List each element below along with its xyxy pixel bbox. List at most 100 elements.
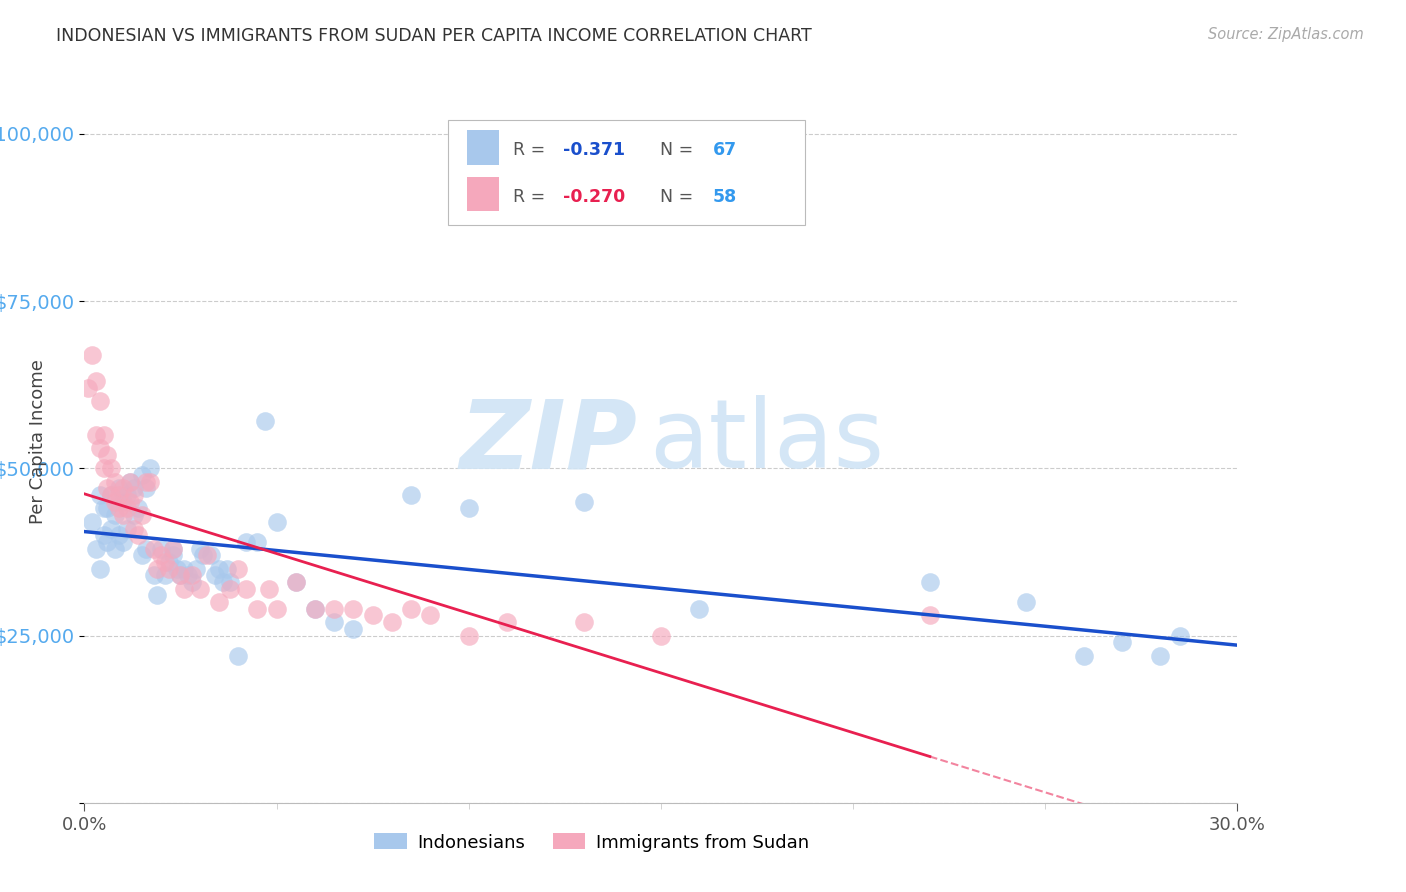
Point bbox=[111, 534, 134, 549]
Text: R =: R = bbox=[513, 188, 551, 206]
Point bbox=[131, 548, 153, 563]
Point bbox=[688, 602, 710, 616]
Point bbox=[572, 615, 595, 630]
Point bbox=[100, 521, 122, 535]
Point bbox=[127, 528, 149, 542]
Point bbox=[162, 548, 184, 563]
Point bbox=[111, 494, 134, 508]
Point bbox=[150, 548, 173, 563]
Point bbox=[104, 508, 127, 523]
Point bbox=[84, 375, 107, 389]
Legend: Indonesians, Immigrants from Sudan: Indonesians, Immigrants from Sudan bbox=[367, 826, 817, 859]
Point bbox=[184, 562, 207, 576]
Point bbox=[96, 448, 118, 462]
Point bbox=[253, 414, 276, 428]
Point bbox=[153, 568, 176, 582]
Point bbox=[84, 541, 107, 556]
Point bbox=[1111, 635, 1133, 649]
Text: N =: N = bbox=[650, 188, 699, 206]
Point bbox=[381, 615, 404, 630]
Point bbox=[124, 508, 146, 523]
Point bbox=[124, 488, 146, 502]
Point bbox=[226, 648, 249, 663]
Point bbox=[496, 615, 519, 630]
Point bbox=[193, 548, 215, 563]
FancyBboxPatch shape bbox=[467, 130, 499, 165]
Point bbox=[266, 515, 288, 529]
Point bbox=[115, 501, 138, 516]
Point bbox=[138, 475, 160, 489]
Point bbox=[138, 461, 160, 475]
Point bbox=[104, 494, 127, 508]
Point bbox=[108, 482, 131, 496]
Point bbox=[342, 602, 364, 616]
Point bbox=[181, 568, 204, 582]
Point bbox=[127, 501, 149, 516]
Point bbox=[177, 568, 200, 582]
Point bbox=[219, 582, 242, 596]
Point bbox=[457, 501, 479, 516]
Point bbox=[142, 568, 165, 582]
Point bbox=[108, 488, 131, 502]
Point bbox=[211, 575, 233, 590]
Point bbox=[284, 575, 307, 590]
Point bbox=[246, 534, 269, 549]
Point bbox=[96, 534, 118, 549]
Point bbox=[89, 562, 111, 576]
Point bbox=[457, 628, 479, 642]
Text: Source: ZipAtlas.com: Source: ZipAtlas.com bbox=[1208, 27, 1364, 42]
Point bbox=[918, 608, 941, 623]
Point bbox=[153, 555, 176, 569]
Point bbox=[89, 441, 111, 455]
Point bbox=[146, 589, 169, 603]
Point bbox=[169, 568, 191, 582]
Point bbox=[323, 602, 346, 616]
Point bbox=[1073, 648, 1095, 663]
Point bbox=[142, 541, 165, 556]
Point bbox=[135, 482, 157, 496]
Point bbox=[169, 568, 191, 582]
Point bbox=[162, 541, 184, 556]
Point bbox=[93, 528, 115, 542]
Point bbox=[195, 548, 218, 563]
Point bbox=[173, 582, 195, 596]
Point bbox=[120, 494, 142, 508]
Point bbox=[93, 461, 115, 475]
FancyBboxPatch shape bbox=[467, 177, 499, 211]
Point bbox=[204, 568, 226, 582]
Point bbox=[188, 582, 211, 596]
Point bbox=[304, 602, 326, 616]
Point bbox=[104, 541, 127, 556]
Point bbox=[284, 575, 307, 590]
FancyBboxPatch shape bbox=[447, 120, 806, 225]
Point bbox=[188, 541, 211, 556]
Point bbox=[135, 541, 157, 556]
Point bbox=[80, 515, 103, 529]
Point bbox=[104, 475, 127, 489]
Point bbox=[342, 622, 364, 636]
Point bbox=[257, 582, 280, 596]
Point bbox=[115, 521, 138, 535]
Point bbox=[77, 381, 100, 395]
Point bbox=[1149, 648, 1171, 663]
Point bbox=[399, 602, 422, 616]
Point bbox=[84, 427, 107, 442]
Point bbox=[93, 427, 115, 442]
Text: R =: R = bbox=[513, 141, 551, 160]
Point bbox=[96, 501, 118, 516]
Text: N =: N = bbox=[650, 141, 699, 160]
Point bbox=[1015, 595, 1038, 609]
Point bbox=[124, 521, 146, 535]
Text: 58: 58 bbox=[713, 188, 737, 206]
Point bbox=[181, 575, 204, 590]
Point bbox=[120, 475, 142, 489]
Point bbox=[304, 602, 326, 616]
Point bbox=[111, 508, 134, 523]
Text: Per Capita Income: Per Capita Income bbox=[30, 359, 48, 524]
Point bbox=[100, 461, 122, 475]
Point bbox=[208, 562, 231, 576]
Point bbox=[361, 608, 384, 623]
Point bbox=[162, 541, 184, 556]
Point bbox=[235, 534, 257, 549]
Point bbox=[146, 562, 169, 576]
